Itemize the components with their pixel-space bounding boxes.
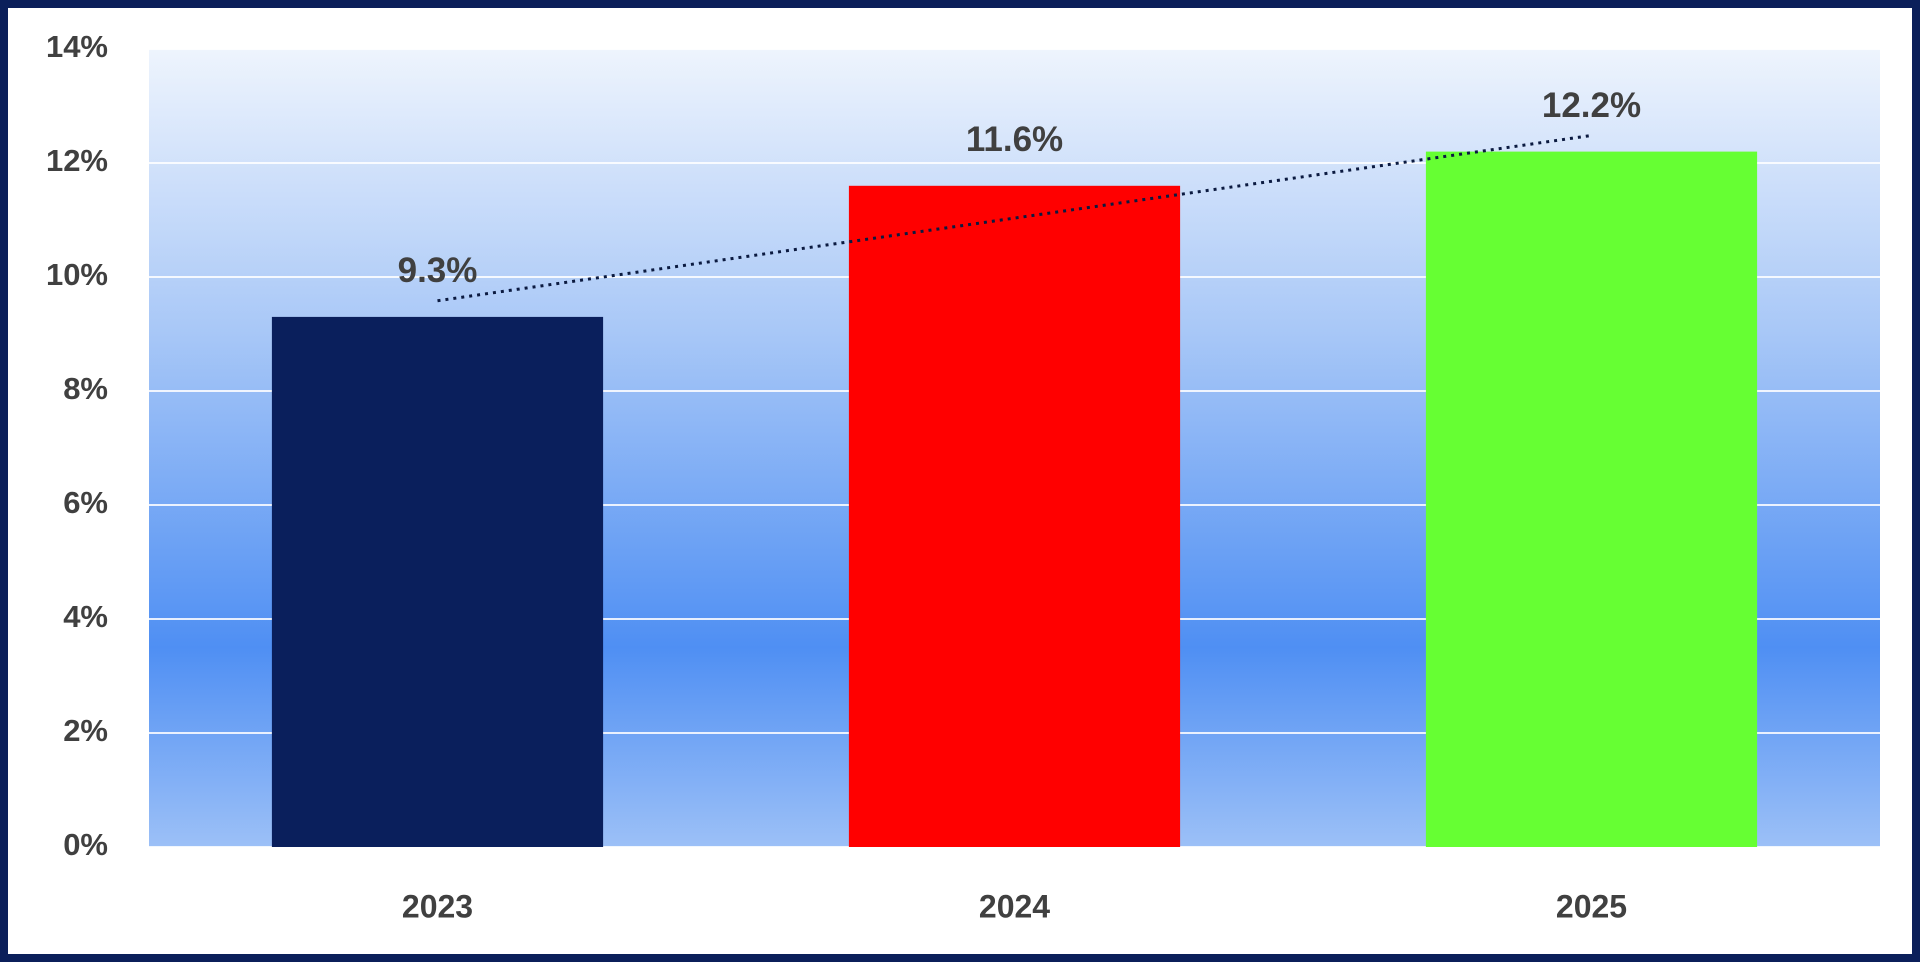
- data-label: 11.6%: [966, 120, 1063, 159]
- y-tick-label: 14%: [46, 29, 108, 64]
- x-tick-label: 2025: [1556, 888, 1627, 924]
- bar: [271, 316, 604, 847]
- x-tick-label: 2024: [979, 888, 1050, 924]
- y-tick-label: 10%: [46, 257, 108, 292]
- y-tick-label: 4%: [63, 599, 108, 634]
- x-tick-label: 2023: [402, 888, 473, 924]
- y-tick-label: 8%: [63, 371, 108, 406]
- y-tick-label: 12%: [46, 143, 108, 178]
- y-tick-label: 0%: [63, 827, 108, 862]
- data-label: 12.2%: [1542, 86, 1641, 125]
- data-label: 9.3%: [398, 251, 478, 290]
- y-tick-label: 2%: [63, 713, 108, 748]
- bar: [1425, 151, 1758, 848]
- bar: [848, 185, 1181, 848]
- trendline: [437, 133, 1592, 303]
- y-tick-label: 6%: [63, 485, 108, 520]
